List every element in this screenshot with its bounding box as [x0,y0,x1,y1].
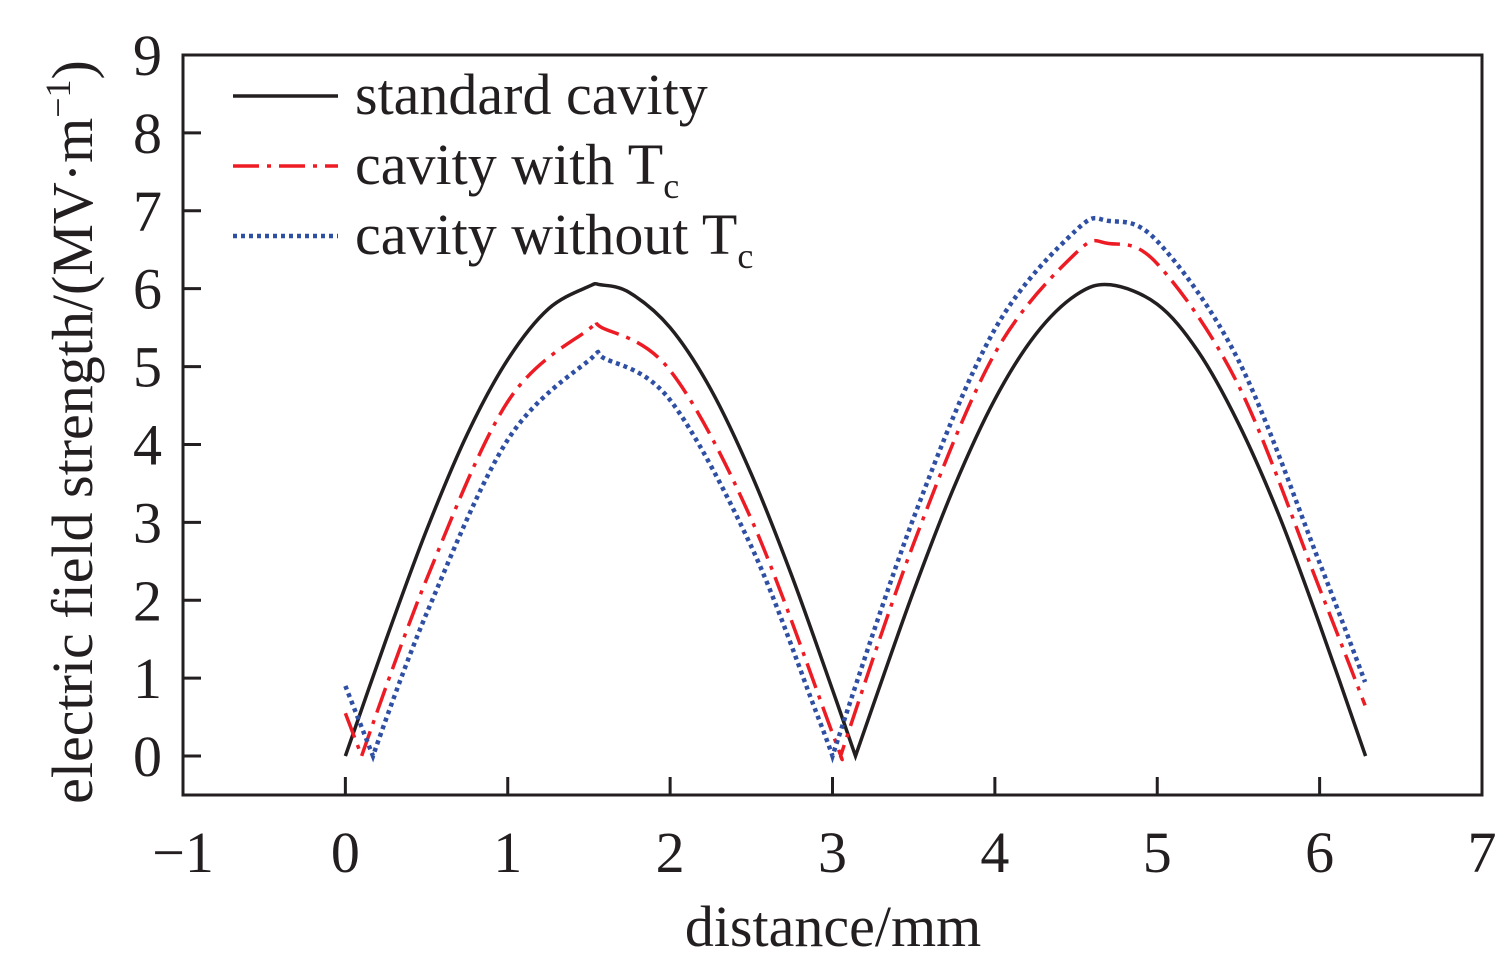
x-tick-label: −1 [152,820,214,885]
legend-label-text: standard cavity [355,62,708,127]
y-axis-label-main: electric field strength/(MV·m [40,118,105,804]
legend-label-text: cavity without T [355,202,737,267]
y-tick-label: 6 [133,257,162,322]
y-axis-label-sup: −1 [38,79,78,117]
legend-label-subscript: c [737,236,753,276]
x-tick-label: 4 [980,820,1009,885]
y-tick-label: 0 [133,724,162,789]
legend-label-text: cavity with T [355,132,663,197]
y-tick-label: 3 [133,490,162,555]
series-layer [343,215,1368,764]
y-tick-label: 7 [133,179,162,244]
y-tick-label: 2 [133,568,162,633]
x-axis-label: distance/mm [685,894,981,959]
ticks-layer: −1 0 1 2 3 4 5 6 7 0 1 2 3 4 5 6 7 8 9 [133,23,1497,885]
series-line-3 [343,215,1368,764]
y-axis-label-close: ) [40,60,105,79]
legend-label: standard cavity [355,62,708,127]
x-tick-label: 5 [1143,820,1172,885]
x-tick-label: 6 [1305,820,1334,885]
series-line-1 [343,281,1368,762]
y-axis-label: electric field strength/(MV·m−1) [38,60,105,804]
legend-label: cavity without Tc [355,202,753,276]
y-tick-label: 1 [133,646,162,711]
series-line-2 [343,238,1367,762]
y-tick-label: 5 [133,335,162,400]
y-tick-label: 9 [133,23,162,88]
x-tick-label: 1 [493,820,522,885]
legend-label: cavity with Tc [355,132,679,206]
y-tick-label: 8 [133,101,162,166]
x-tick-label: 3 [818,820,847,885]
x-tick-label: 2 [656,820,685,885]
y-tick-label: 4 [133,412,162,477]
legend-label-subscript: c [663,166,679,206]
x-tick-label: 0 [331,820,360,885]
x-tick-label: 7 [1468,820,1497,885]
